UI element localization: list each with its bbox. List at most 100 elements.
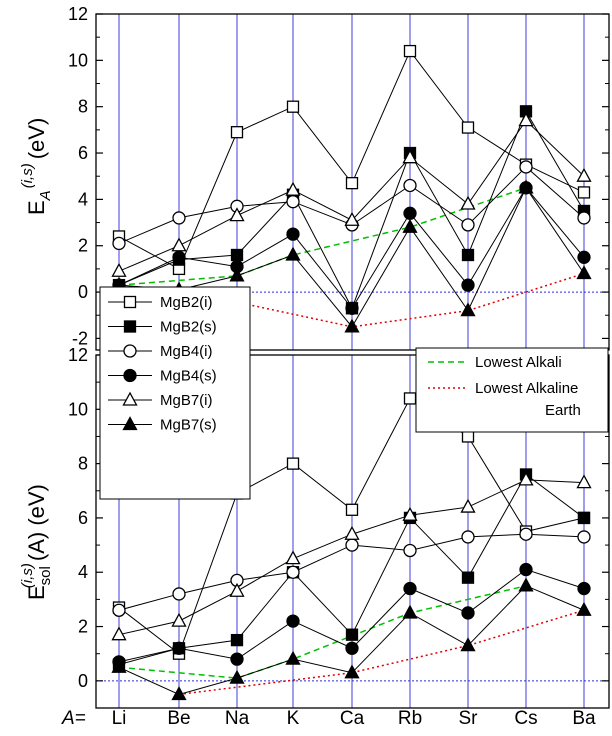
point-mgb4-i-be [172,587,186,601]
x-tick-label-rb: Rb [398,708,422,729]
point-mgb4-i-sr [461,218,475,232]
x-tick-label-be: Be [167,708,190,729]
legend-marker-mgb2-i [123,295,137,309]
point-mgb2-s-na [230,248,244,262]
point-mgb7-s-k [285,650,301,665]
y-tick-label: 4 [78,189,88,209]
point-mgb7-i-be [171,237,187,252]
point-mgb7-s-sr [460,302,476,317]
legend-marker-mgb4-i [123,344,137,358]
x-tick-label-ca: Ca [340,708,365,729]
x-tick-label-ba: Ba [572,708,596,729]
point-mgb4-s-ba [577,581,591,596]
point-mgb4-s-sr [461,278,475,292]
xaxis-prefix: A= [61,708,86,729]
point-mgb7-s-rb [402,218,418,233]
y-tick-label: 2 [78,617,88,637]
plot-frame [95,354,610,709]
point-mgb2-i-k [286,457,300,470]
legend-label-mgb4-s: MgB4(s) [160,368,217,385]
point-mgb4-s-na [230,652,244,666]
point-mgb2-i-k [286,100,300,113]
top-ylabel: EA(i,s)(eV) [19,118,54,215]
point-mgb4-i-k [286,565,300,579]
point-mgb7-i-cs [518,112,534,127]
y-tick-label: -2 [72,328,88,348]
x-tick-label-sr: Sr [459,708,479,729]
point-mgb4-i-k [286,195,300,209]
point-mgb2-i-na [230,126,244,139]
point-mgb7-i-li [111,626,127,641]
point-mgb4-s-ba [577,250,591,264]
legend-marker-mgb7-s [122,416,138,431]
point-mgb7-s-na [229,669,245,684]
point-mgb4-i-ba [577,211,591,225]
bottom-panel: 0 2 4 6 8 10 12 [68,345,610,709]
point-mgb4-i-be [172,211,186,225]
point-mgb4-s-sr [461,606,475,620]
series-line-mgb7-i [118,479,585,636]
point-mgb4-i-ba [577,530,591,544]
legend-label-mgb2-i: MgB2(i) [160,294,213,311]
series-line-mgb2-s [118,110,585,310]
y-tick-label: 8 [78,97,88,117]
point-mgb7-i-k [285,181,301,196]
point-mgb7-i-rb [402,149,418,164]
point-mgb4-i-rb [403,178,417,193]
y-tick-label: 12 [68,4,88,24]
point-mgb7-s-k [285,246,301,261]
y-tick-label: 8 [78,454,88,474]
point-mgb7-s-cs [518,179,534,194]
point-mgb2-i-sr [461,121,475,134]
point-mgb4-s-k [286,227,300,241]
legend-alkaline-earth-label: Lowest Alkaline [475,380,578,397]
point-mgb2-s-ca [345,628,359,641]
y-tick-label: 6 [78,508,88,528]
legend-label-mgb2-s: MgB2(s) [160,319,217,336]
point-mgb4-s-be [172,641,186,655]
reference-legend: Lowest Alkali Lowest Alkaline Earth [415,347,609,433]
point-mgb7-i-ca [344,211,360,226]
point-mgb7-s-sr [460,637,476,652]
point-mgb7-s-na [229,267,245,282]
y-tick-label: 0 [78,282,88,302]
legend-label-mgb7-i: MgB7(i) [160,392,213,409]
y-tick-label: 12 [68,345,88,365]
point-mgb7-i-ca [344,525,360,540]
point-mgb4-i-li [112,236,126,251]
point-mgb4-s-ca [345,301,359,315]
point-mgb7-i-sr [460,498,476,513]
point-mgb7-s-ca [344,318,360,333]
point-mgb2-i-ba [577,186,591,199]
series-legend: MgB2(i) MgB2(s) MgB4(i) MgB4(s) MgB7(i) MgB7(… [99,286,251,500]
point-mgb7-s-li [111,658,127,673]
point-mgb4-s-rb [403,206,417,220]
series-line-mgb7-i [118,119,585,272]
point-mgb2-i-rb [403,392,417,405]
point-mgb4-s-k [286,614,300,628]
y-tick-label: 10 [68,399,88,419]
legend-label-mgb7-s: MgB7(s) [160,417,217,434]
point-mgb4-i-ca [345,538,359,552]
point-mgb4-s-rb [403,581,417,596]
point-mgb4-i-sr [461,530,475,544]
point-mgb2-s-na [230,633,244,647]
series-line-mgb2-i [118,50,585,270]
point-mgb7-i-be [171,612,187,627]
x-tick-label-na: Na [225,708,250,729]
y-tick-label: 6 [78,143,88,163]
legend-alkaline-earth-label-2: Earth [545,402,581,419]
x-tick-label-k: K [287,708,300,729]
y-tick-label: 0 [78,671,88,691]
point-mgb4-i-li [112,603,126,617]
category-labels: Li Be Na K Ca Rb Sr Cs Ba [112,708,596,729]
point-mgb7-i-na [229,207,245,222]
point-mgb7-s-ba [576,265,592,280]
lowest-alkaline-earth-line [178,272,585,328]
point-mgb7-s-rb [402,604,418,619]
point-mgb4-s-cs [519,562,533,577]
point-mgb2-i-ca [345,177,359,190]
point-mgb4-s-be [172,250,186,264]
y-tick-label: 4 [78,562,88,582]
